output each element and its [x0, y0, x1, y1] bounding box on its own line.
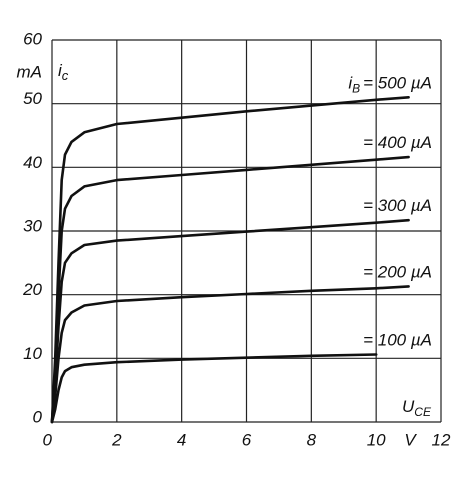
y-tick-label: 30: [23, 216, 42, 235]
series-name: = 300 µA: [363, 197, 432, 216]
x-tick-label: 12: [432, 430, 451, 449]
y-unit: mA: [17, 62, 43, 81]
x-tick-label: 4: [177, 430, 186, 449]
y-label-main: i: [58, 61, 63, 80]
series-label: = 200 µA: [363, 263, 432, 282]
series-line: [50, 155, 410, 424]
x-tick-label: 8: [307, 430, 317, 449]
series-prefix: i: [348, 74, 353, 93]
series-prefix-sub: B: [352, 81, 360, 95]
x-tick-label: 2: [111, 430, 122, 449]
series-label: = 400 µA: [363, 134, 432, 153]
y-tick-label: 10: [23, 344, 42, 363]
series-label: = 100 µA: [363, 331, 432, 350]
y-tick-label: 50: [23, 89, 42, 108]
series-line: [50, 218, 410, 424]
series-name: = 100 µA: [363, 331, 432, 350]
x-tick-label: 6: [242, 430, 252, 449]
series-line: [50, 96, 410, 424]
series-name: = 400 µA: [363, 134, 432, 153]
x-label: UCE: [402, 397, 432, 419]
x-tick-label: 0: [43, 430, 53, 449]
series-name: = 500 µA: [363, 74, 432, 93]
series-name: = 200 µA: [363, 263, 432, 282]
y-label-sub: c: [62, 68, 69, 83]
series-label: = 300 µA: [363, 197, 432, 216]
y-tick-label: 0: [33, 407, 43, 426]
series-line: [50, 353, 378, 424]
y-label: ic: [58, 61, 69, 83]
series-label: iB = 500 µA: [348, 74, 432, 96]
x-unit: V: [404, 430, 417, 449]
y-tick-label: 20: [22, 280, 42, 299]
x-label-sub: CE: [414, 405, 432, 419]
y-tick-label: 40: [23, 153, 42, 172]
x-tick-label: 10: [367, 430, 386, 449]
y-tick-label: 60: [23, 29, 42, 48]
x-label-main: U: [402, 397, 415, 416]
series-line: [50, 285, 410, 424]
